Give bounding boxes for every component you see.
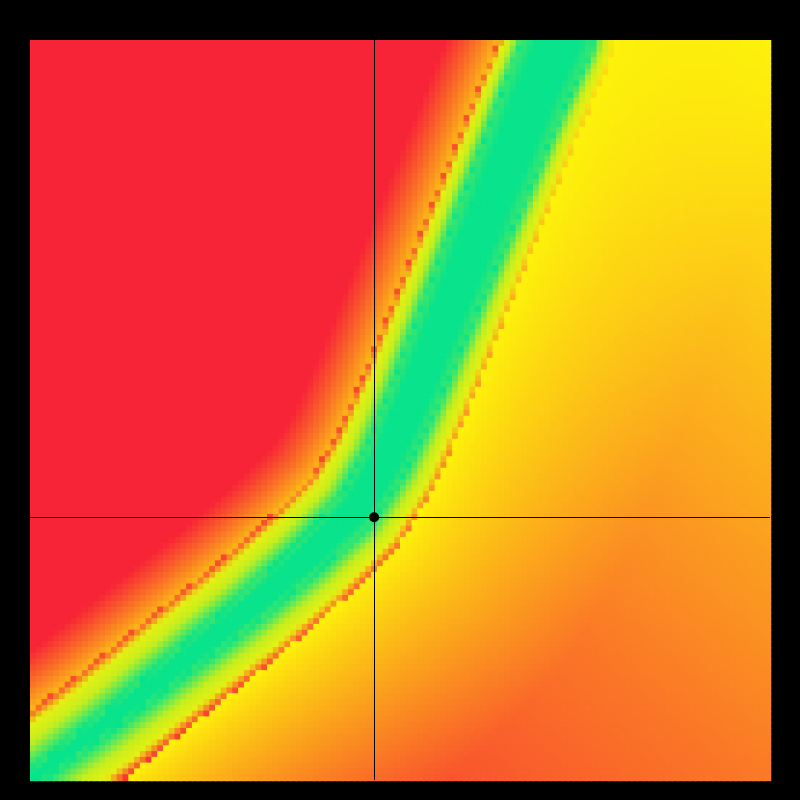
heatmap-canvas	[0, 0, 800, 800]
chart-container: { "watermark": { "text": "TheBottleneck.…	[0, 0, 800, 800]
